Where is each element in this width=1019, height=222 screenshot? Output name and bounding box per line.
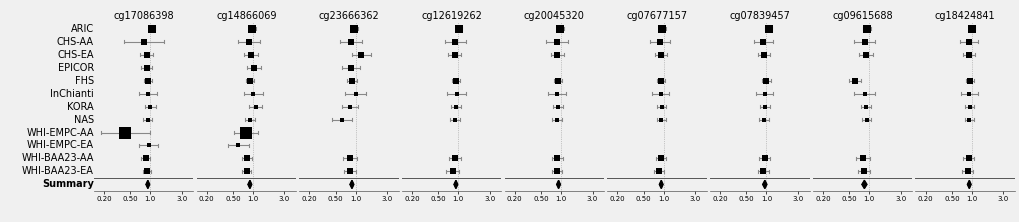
Text: Summary: Summary	[42, 179, 94, 189]
Text: InChianti: InChianti	[50, 89, 94, 99]
Text: CHS-AA: CHS-AA	[57, 37, 94, 47]
Polygon shape	[248, 180, 252, 188]
Title: cg23666362: cg23666362	[318, 11, 379, 21]
Text: NAS: NAS	[73, 115, 94, 125]
Polygon shape	[658, 180, 662, 188]
Polygon shape	[861, 180, 866, 188]
Text: ARIC: ARIC	[70, 24, 94, 34]
Polygon shape	[966, 180, 970, 188]
Text: KORA: KORA	[67, 101, 94, 112]
Polygon shape	[453, 180, 458, 188]
Text: WHI-BAA23-AA: WHI-BAA23-AA	[21, 153, 94, 163]
Text: EPICOR: EPICOR	[57, 63, 94, 73]
Title: cg20045320: cg20045320	[524, 11, 584, 21]
Title: cg07677157: cg07677157	[626, 11, 687, 21]
Text: WHI-BAA23-EA: WHI-BAA23-EA	[22, 166, 94, 176]
Text: WHI-EMPC-AA: WHI-EMPC-AA	[26, 127, 94, 137]
Polygon shape	[762, 180, 766, 188]
Title: cg17086398: cg17086398	[113, 11, 174, 21]
Polygon shape	[350, 180, 354, 188]
Polygon shape	[556, 180, 559, 188]
Title: cg09615688: cg09615688	[832, 11, 892, 21]
Text: CHS-EA: CHS-EA	[57, 50, 94, 60]
Title: cg12619262: cg12619262	[421, 11, 482, 21]
Text: FHS: FHS	[74, 76, 94, 86]
Title: cg18424841: cg18424841	[933, 11, 995, 21]
Polygon shape	[146, 180, 150, 188]
Title: cg07839457: cg07839457	[729, 11, 790, 21]
Title: cg14866069: cg14866069	[216, 11, 276, 21]
Text: WHI-EMPC-EA: WHI-EMPC-EA	[26, 141, 94, 151]
